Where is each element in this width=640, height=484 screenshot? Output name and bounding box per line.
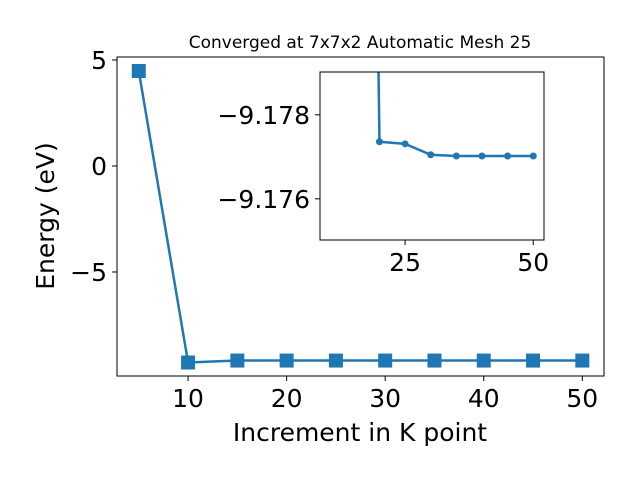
axes-frame	[319, 71, 545, 241]
y-tick-label: 5	[91, 46, 107, 75]
plot-area	[131, 63, 590, 370]
series-line	[137, 70, 583, 364]
y-axis-label: Energy (eV)	[31, 142, 60, 289]
marker	[230, 353, 245, 368]
x-tick-label: 50	[566, 384, 598, 413]
x-tick-label: 25	[389, 248, 421, 277]
x-tick-label: 20	[271, 384, 303, 413]
y-tick-label: −9.178	[217, 101, 310, 130]
marker	[401, 140, 409, 148]
marker	[131, 63, 146, 78]
marker	[526, 353, 541, 368]
x-tick-label: 50	[517, 248, 549, 277]
marker	[181, 355, 196, 370]
marker	[575, 353, 590, 368]
marker	[279, 353, 294, 368]
axes-frame	[116, 56, 605, 377]
x-axis-label: Increment in K point	[233, 418, 487, 447]
marker	[427, 353, 442, 368]
y-tick-label: −9.176	[217, 185, 310, 214]
marker	[478, 152, 486, 160]
marker	[504, 152, 512, 160]
plot-area	[375, 72, 537, 160]
x-tick-label: 10	[172, 384, 204, 413]
series-line	[377, 72, 534, 158]
chart-title: Converged at 7x7x2 Automatic Mesh 25	[189, 33, 532, 53]
marker	[378, 353, 393, 368]
marker	[375, 138, 383, 146]
x-tick-label: 40	[468, 384, 500, 413]
marker	[427, 151, 435, 159]
marker	[529, 152, 537, 160]
y-tick-label: 0	[91, 152, 107, 181]
y-tick-label: −5	[70, 258, 107, 287]
marker	[328, 353, 343, 368]
marker	[476, 353, 491, 368]
x-tick-label: 30	[369, 384, 401, 413]
marker	[452, 152, 460, 160]
